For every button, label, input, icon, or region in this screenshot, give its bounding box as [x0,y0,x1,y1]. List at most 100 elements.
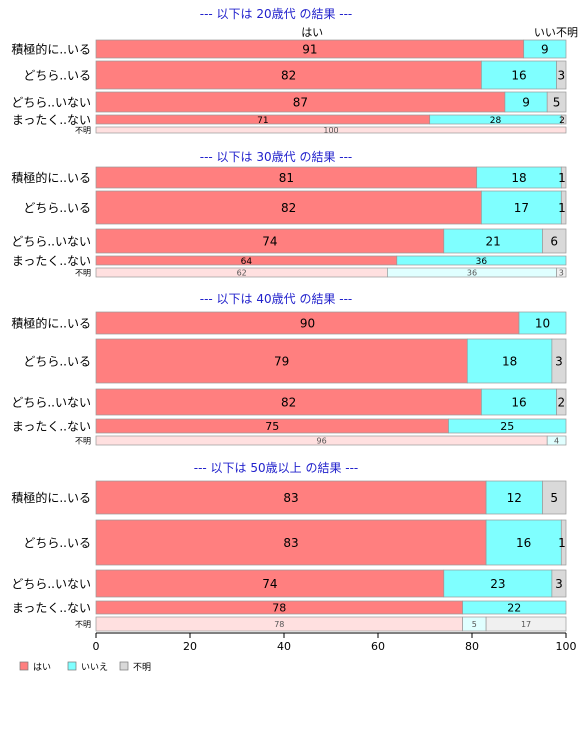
bar-segment-no [466,338,553,384]
bar-value-label: 5 [550,491,558,505]
panel-title-3: --- 以下は 40歳代 の結果 --- [200,292,353,306]
bar-segment-yes [95,228,445,254]
bar-value-label: 2 [557,396,565,410]
bar-value-label: 74 [262,235,277,249]
bar-segment-no [485,480,543,515]
bar-value-label: 90 [300,317,315,331]
bar-value-label: 3 [555,355,563,369]
bar-segment-unknown [556,388,567,416]
bar-value-label: 78 [274,620,284,629]
bar-segment-yes [95,338,468,384]
bar-segment-yes [95,388,482,416]
x-tick-label: 100 [556,640,577,653]
bar-segment-no [546,435,567,446]
bar-segment-unknown [560,190,567,225]
top-label-unknown: 不明 [556,26,578,39]
bar-value-label: 74 [262,577,277,591]
bar-value-label: 1 [558,201,566,215]
bar-value-label: 83 [283,536,298,550]
panel-title-4: --- 以下は 50歳以上 の結果 --- [194,461,359,475]
legend-label: 不明 [133,662,151,673]
bar-segment-unknown [542,228,567,254]
bar-value-label: 18 [511,171,526,185]
bar-value-label: 36 [467,269,477,278]
row-label: まったく..ない [12,601,91,615]
row-label: まったく..ない [12,254,91,268]
bar-value-label: 78 [272,602,286,615]
bar-value-label: 36 [476,257,488,267]
bar-value-label: 9 [522,96,530,110]
bar-value-label: 83 [283,491,298,505]
bar-value-label: 81 [279,171,294,185]
bar-value-label: 3 [557,69,565,83]
row-label: どちら..いない [11,577,91,591]
x-tick-label: 80 [465,640,479,653]
bar-segment-unknown [546,91,567,113]
row-label: どちら..いる [23,201,91,215]
row-label: 不明 [75,437,91,446]
top-label-yes: はい [301,26,323,39]
bar-value-label: 3 [559,269,564,278]
bar-value-label: 82 [281,69,296,83]
bar-segment-unknown [560,519,567,566]
row-label: まったく..ない [12,420,91,434]
bar-segment-yes [95,60,482,90]
row-label: 積極的に..いる [11,316,91,331]
bar-segment-unknown [485,616,567,632]
row-label: 積極的に..いる [11,42,91,57]
bar-value-label: 12 [507,491,522,505]
panel-title-1: --- 以下は 20歳代 の結果 --- [200,7,353,21]
bar-segment-unknown [556,60,567,90]
legend-swatch [19,661,29,671]
bar-value-label: 5 [553,96,561,110]
bar-value-label: 100 [323,126,338,135]
bar-value-label: 2 [559,116,565,126]
bar-value-label: 1 [558,536,566,550]
x-tick-label: 0 [93,640,100,653]
bar-segment-no [396,255,567,266]
bar-value-label: 17 [521,620,531,629]
bar-segment-unknown [551,338,567,384]
bar-value-label: 4 [554,437,559,446]
row-label: どちら..いる [23,355,91,369]
row-label: 不明 [75,269,91,278]
bar-segment-no [443,228,543,254]
bar-value-label: 23 [490,577,505,591]
bar-segment-unknown [542,480,567,515]
x-tick-label: 20 [183,640,197,653]
row-label: どちら..いない [11,96,91,110]
bar-value-label: 64 [241,257,253,267]
bar-segment-no [443,569,553,598]
bar-value-label: 82 [281,201,296,215]
bar-value-label: 28 [490,116,502,126]
bar-value-label: 16 [511,69,526,83]
x-tick-label: 60 [371,640,385,653]
bar-value-label: 9 [541,43,549,57]
row-label: どちら..いない [11,396,91,410]
bar-value-label: 18 [502,355,517,369]
bar-value-label: 79 [274,355,289,369]
bar-value-label: 6 [550,235,558,249]
row-label: 不明 [75,126,91,135]
row-label: 不明 [75,620,91,629]
row-label: 積極的に..いる [11,490,91,505]
bar-segment-unknown [551,569,567,598]
bar-value-label: 91 [302,43,317,57]
bar-value-label: 17 [514,201,529,215]
bar-segment-unknown [560,166,567,189]
bar-value-label: 75 [265,420,279,433]
row-label: 積極的に..いる [11,170,91,185]
row-label: どちら..いない [11,235,91,249]
bar-segment-no [523,39,567,59]
row-label: どちら..いる [23,69,91,83]
bar-value-label: 96 [317,437,327,446]
bar-value-label: 25 [500,420,514,433]
bar-segment-unknown [556,267,567,278]
bar-value-label: 10 [535,317,550,331]
bar-value-label: 87 [293,96,308,110]
bar-segment-yes [95,569,445,598]
bar-value-label: 82 [281,396,296,410]
bar-segment-yes [95,480,487,515]
bar-segment-no [448,418,567,434]
